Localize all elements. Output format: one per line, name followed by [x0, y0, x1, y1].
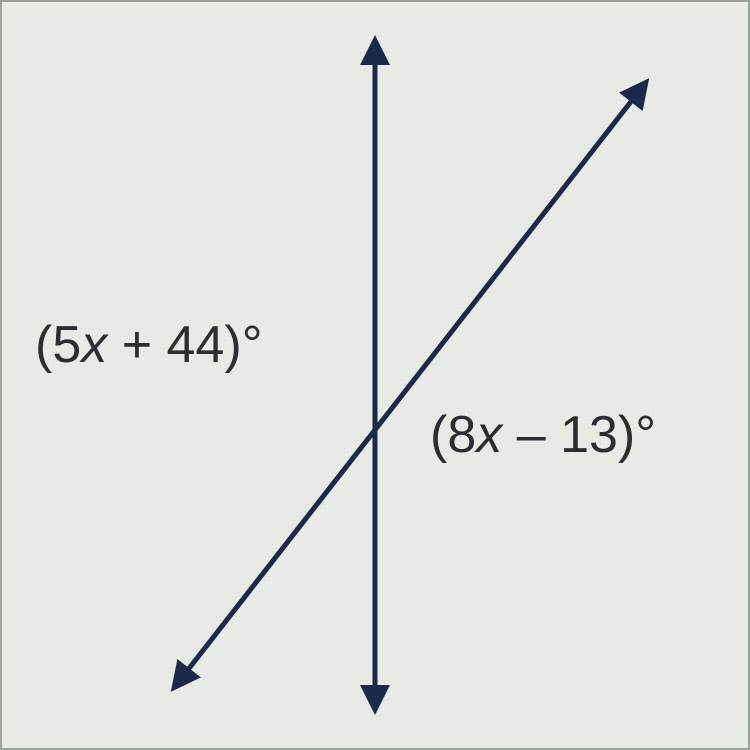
angle-label-left: (5x + 44)° — [35, 315, 262, 375]
constant: 13 — [560, 406, 618, 464]
paren-open: ( — [430, 406, 447, 464]
paren-close: ) — [618, 406, 635, 464]
variable: x — [476, 406, 502, 464]
angle-label-right: (8x – 13)° — [430, 405, 656, 465]
paren-open: ( — [35, 316, 52, 374]
operator: – — [502, 406, 560, 464]
coef: 8 — [447, 406, 476, 464]
operator: + — [107, 316, 166, 374]
degree-symbol: ° — [635, 406, 656, 464]
paren-close: ) — [224, 316, 241, 374]
diagram-canvas: (5x + 44)° (8x – 13)° — [0, 0, 750, 750]
diagram-svg — [0, 0, 750, 750]
coef: 5 — [52, 316, 81, 374]
degree-symbol: ° — [242, 316, 263, 374]
constant: 44 — [167, 316, 225, 374]
variable: x — [81, 316, 107, 374]
